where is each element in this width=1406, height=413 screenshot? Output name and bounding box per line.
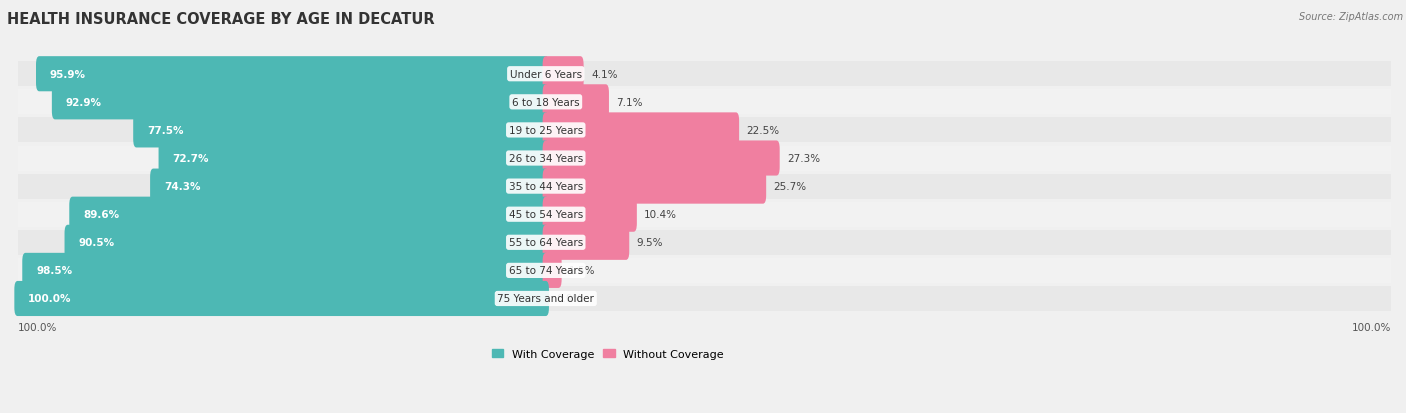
Bar xyxy=(17,258,1391,283)
FancyBboxPatch shape xyxy=(65,225,548,260)
Text: 89.6%: 89.6% xyxy=(83,210,120,220)
Text: 7.1%: 7.1% xyxy=(616,97,643,107)
FancyBboxPatch shape xyxy=(543,85,609,120)
Bar xyxy=(17,90,1391,115)
Bar xyxy=(17,202,1391,227)
FancyBboxPatch shape xyxy=(22,253,548,288)
Text: 0.0%: 0.0% xyxy=(557,294,582,304)
FancyBboxPatch shape xyxy=(37,57,548,92)
FancyBboxPatch shape xyxy=(159,141,548,176)
Text: 19 to 25 Years: 19 to 25 Years xyxy=(509,126,583,135)
Text: Source: ZipAtlas.com: Source: ZipAtlas.com xyxy=(1299,12,1403,22)
Text: 35 to 44 Years: 35 to 44 Years xyxy=(509,182,583,192)
FancyBboxPatch shape xyxy=(150,169,548,204)
Text: 22.5%: 22.5% xyxy=(747,126,780,135)
FancyBboxPatch shape xyxy=(69,197,548,232)
Text: 100.0%: 100.0% xyxy=(28,294,72,304)
Text: 95.9%: 95.9% xyxy=(49,69,86,80)
Text: 1.5%: 1.5% xyxy=(569,266,596,276)
Bar xyxy=(17,62,1391,87)
FancyBboxPatch shape xyxy=(543,253,561,288)
Text: 92.9%: 92.9% xyxy=(66,97,101,107)
Bar xyxy=(17,286,1391,311)
Text: 55 to 64 Years: 55 to 64 Years xyxy=(509,238,583,248)
Text: 26 to 34 Years: 26 to 34 Years xyxy=(509,154,583,164)
Text: 75 Years and older: 75 Years and older xyxy=(498,294,595,304)
FancyBboxPatch shape xyxy=(543,225,630,260)
Text: 9.5%: 9.5% xyxy=(637,238,664,248)
Text: 10.4%: 10.4% xyxy=(644,210,678,220)
FancyBboxPatch shape xyxy=(543,57,583,92)
FancyBboxPatch shape xyxy=(134,113,548,148)
Bar xyxy=(17,174,1391,199)
FancyBboxPatch shape xyxy=(543,197,637,232)
FancyBboxPatch shape xyxy=(543,169,766,204)
FancyBboxPatch shape xyxy=(543,113,740,148)
Text: 90.5%: 90.5% xyxy=(79,238,114,248)
Text: HEALTH INSURANCE COVERAGE BY AGE IN DECATUR: HEALTH INSURANCE COVERAGE BY AGE IN DECA… xyxy=(7,12,434,27)
Text: Under 6 Years: Under 6 Years xyxy=(510,69,582,80)
Text: 77.5%: 77.5% xyxy=(148,126,183,135)
Bar xyxy=(17,146,1391,171)
Text: 6 to 18 Years: 6 to 18 Years xyxy=(512,97,579,107)
FancyBboxPatch shape xyxy=(14,281,548,316)
FancyBboxPatch shape xyxy=(543,141,780,176)
Text: 25.7%: 25.7% xyxy=(773,182,807,192)
Text: 100.0%: 100.0% xyxy=(1351,323,1391,332)
Bar xyxy=(17,230,1391,255)
Text: 4.1%: 4.1% xyxy=(591,69,617,80)
FancyBboxPatch shape xyxy=(52,85,548,120)
Text: 27.3%: 27.3% xyxy=(787,154,820,164)
Text: 98.5%: 98.5% xyxy=(37,266,72,276)
Text: 74.3%: 74.3% xyxy=(165,182,200,192)
Bar xyxy=(17,118,1391,143)
Text: 45 to 54 Years: 45 to 54 Years xyxy=(509,210,583,220)
Text: 100.0%: 100.0% xyxy=(17,323,56,332)
Legend: With Coverage, Without Coverage: With Coverage, Without Coverage xyxy=(488,344,728,363)
Text: 65 to 74 Years: 65 to 74 Years xyxy=(509,266,583,276)
Text: 72.7%: 72.7% xyxy=(173,154,209,164)
